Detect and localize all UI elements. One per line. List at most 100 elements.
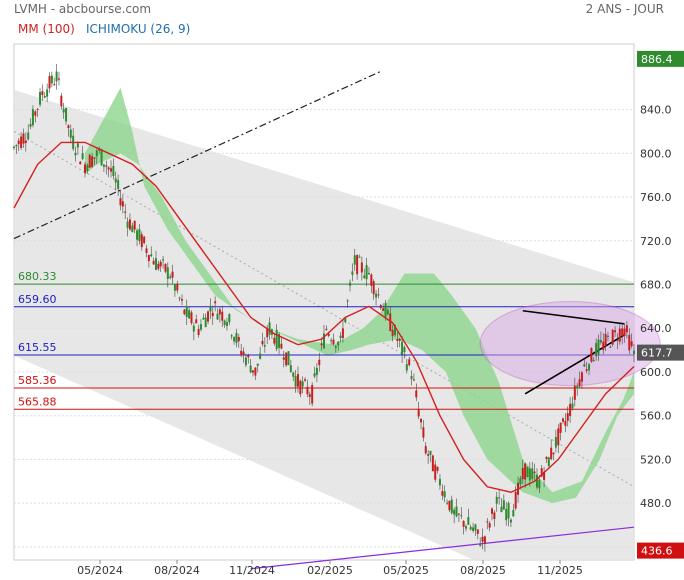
- candle-body: [438, 478, 441, 486]
- candle-body: [339, 335, 342, 338]
- candle-body: [221, 311, 224, 321]
- candle-body: [323, 333, 325, 349]
- candle-body: [427, 454, 430, 456]
- candle-body: [67, 125, 70, 129]
- candle-body: [562, 418, 565, 422]
- candle-body: [495, 496, 498, 504]
- candle-body: [110, 168, 113, 172]
- candle-body: [204, 317, 207, 328]
- candle-body: [543, 471, 546, 480]
- candle-body: [341, 328, 344, 338]
- candle-body: [41, 91, 44, 96]
- candle-body: [214, 301, 217, 304]
- candle-body: [443, 491, 446, 498]
- candle-body: [60, 95, 63, 107]
- candle-body: [370, 274, 373, 286]
- candle-body: [491, 508, 494, 514]
- candle-body: [195, 319, 198, 324]
- candle-body: [76, 143, 79, 148]
- candle-body: [86, 165, 89, 172]
- candle-body: [337, 341, 340, 346]
- price-marker-bg-1: [637, 344, 684, 361]
- candle-body: [88, 154, 91, 168]
- candle-body: [486, 521, 489, 523]
- candle-body: [178, 297, 181, 299]
- candle-body: [29, 124, 32, 127]
- candle-body: [117, 180, 120, 189]
- candle-body: [623, 328, 626, 337]
- candle-body: [124, 211, 127, 213]
- candle-body: [100, 149, 103, 166]
- candle-body: [450, 499, 453, 514]
- legend-mm100: MM (100): [18, 22, 75, 36]
- candle-body: [202, 317, 205, 320]
- candle-body: [384, 303, 387, 318]
- candle-body: [304, 379, 307, 381]
- candle-body: [27, 132, 30, 139]
- candle-body: [441, 491, 444, 496]
- candle-body: [429, 450, 432, 455]
- candle-body: [91, 156, 94, 167]
- y-tick-label-3: 560.0: [640, 410, 672, 423]
- candle-body: [95, 150, 98, 157]
- candle-body: [554, 437, 557, 448]
- candle-body: [599, 339, 602, 343]
- x-tick-label-0: 05/2024: [77, 564, 123, 577]
- candle-body: [301, 381, 304, 387]
- candle-body: [294, 376, 297, 387]
- candle-body: [263, 345, 266, 347]
- candle-body: [121, 201, 124, 207]
- candle-body: [34, 111, 37, 116]
- candle-body: [535, 474, 538, 488]
- candle-body: [197, 328, 200, 335]
- x-tick-label-2: 11/2024: [229, 564, 275, 577]
- candle-body: [22, 133, 25, 144]
- price-marker-2: 436.6: [641, 545, 673, 558]
- candle-body: [476, 529, 479, 534]
- candle-body: [509, 519, 512, 523]
- candle-body: [507, 503, 510, 519]
- level-label-3: 585.36: [18, 374, 57, 387]
- candle-body: [190, 312, 193, 324]
- candle-body: [280, 343, 283, 349]
- candle-body: [519, 478, 522, 485]
- candle-body: [240, 350, 243, 355]
- candle-body: [50, 75, 53, 84]
- candle-body: [358, 256, 361, 258]
- candle-body: [401, 341, 404, 355]
- candle-body: [514, 491, 517, 509]
- candle-body: [150, 254, 153, 257]
- candle-body: [261, 340, 264, 345]
- candle-body: [469, 526, 472, 530]
- candle-body: [166, 267, 169, 279]
- candle-body: [306, 386, 309, 395]
- candle-body: [162, 259, 165, 261]
- candle-body: [351, 271, 354, 275]
- candle-body: [391, 329, 394, 336]
- candle-body: [282, 357, 285, 360]
- candle-body: [140, 234, 143, 248]
- candle-body: [588, 364, 591, 371]
- y-tick-label-1: 480.0: [640, 497, 672, 510]
- candle-body: [498, 497, 501, 499]
- candle-body: [616, 339, 619, 341]
- candle-body: [55, 71, 58, 82]
- candle-body: [505, 508, 508, 521]
- candle-body: [308, 394, 311, 397]
- period-label: 2 ANS - JOUR: [585, 2, 664, 16]
- candle-body: [557, 428, 560, 446]
- candle-body: [431, 455, 434, 472]
- x-tick-label-3: 02/2025: [307, 564, 353, 577]
- candle-body: [318, 359, 321, 366]
- candle-body: [633, 350, 635, 355]
- candle-body: [299, 380, 302, 395]
- candle-body: [164, 263, 167, 272]
- candle-body: [145, 248, 148, 253]
- candle-body: [69, 129, 72, 138]
- candle-body: [434, 464, 437, 480]
- candle-body: [625, 325, 628, 333]
- candle-body: [349, 282, 352, 286]
- y-tick-label-10: 840.0: [640, 104, 672, 117]
